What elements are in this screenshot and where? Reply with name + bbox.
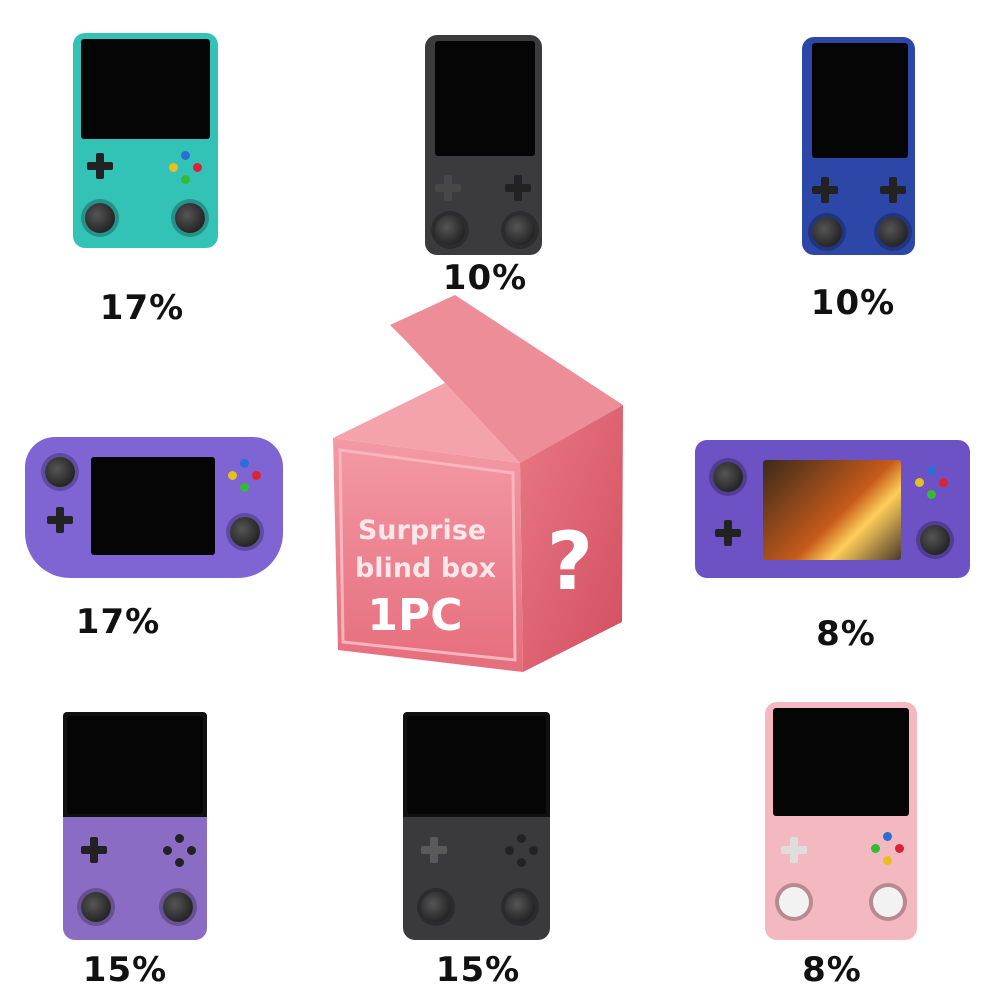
box-front-face — [333, 438, 523, 672]
percent-label: 10% — [810, 283, 896, 323]
game-screen — [763, 460, 901, 560]
percent-label: 15% — [435, 950, 521, 990]
percent-label: 15% — [82, 950, 168, 990]
box-text-line2: blind box — [354, 553, 497, 584]
console-purple-horizontal — [695, 440, 970, 578]
box-right-face — [520, 405, 623, 672]
console-black — [425, 35, 542, 255]
percent-label: 10% — [442, 258, 528, 298]
console-pink — [765, 702, 917, 940]
percent-label: 17% — [75, 602, 161, 642]
question-mark-icon: ? — [546, 515, 594, 608]
console-blue — [802, 37, 915, 255]
box-text-line1: Surprise — [357, 515, 487, 546]
console-teal — [73, 33, 218, 248]
box-flap — [390, 295, 623, 463]
console-purple-grips — [25, 437, 283, 578]
percent-label: 17% — [99, 288, 185, 328]
box-inner — [333, 383, 520, 463]
percent-label: 8% — [816, 614, 876, 654]
box-quantity: 1PC — [367, 590, 463, 641]
percent-label: 8% — [802, 950, 862, 990]
console-black-vertical — [403, 712, 550, 940]
console-purple-vertical — [63, 712, 207, 940]
